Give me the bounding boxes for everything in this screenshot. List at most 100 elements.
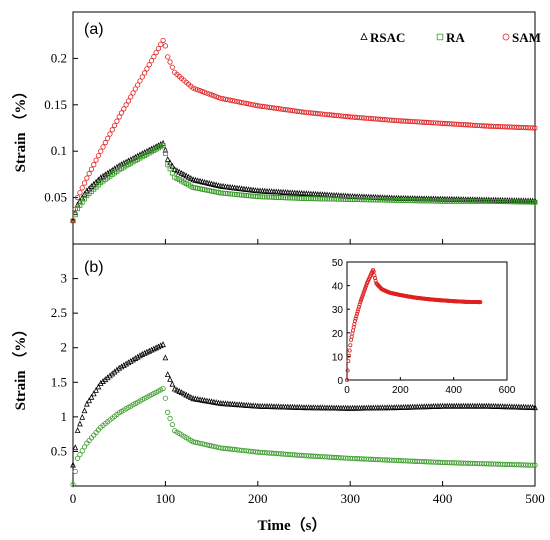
data-point [70,482,76,488]
panel-b-label: (b) [84,259,104,276]
data-point [348,343,353,348]
inset-marks [344,267,483,382]
data-point [123,360,129,367]
legend-marker-sam [502,33,510,41]
data-point [79,185,85,191]
data-point [530,462,536,468]
inset-frame [346,261,508,381]
data-point [72,444,79,451]
legend-marker-rsac [360,32,368,40]
panel-b-ylabel: Strain （%） [11,322,29,411]
data-point [358,300,363,305]
data-point [162,354,169,361]
data-point [478,300,483,305]
data-point [162,146,169,153]
data-point [88,166,95,172]
x-tick-label: 600 [499,385,516,396]
data-point [162,395,168,401]
y-tick-label: 50 [332,258,344,269]
data-point [211,443,217,450]
data-point [91,162,97,168]
x-axis-label: Time（s） [258,516,327,534]
series-sam [344,267,483,382]
data-point [187,393,194,400]
data-point [98,148,104,154]
data-point [353,316,358,321]
data-point [192,439,199,445]
data-point [354,311,359,316]
data-point [123,102,129,108]
series-ra [70,143,538,224]
data-point [146,62,152,68]
data-point [77,190,83,196]
data-point [109,127,115,133]
y-tick-label: 0.5 [51,443,67,458]
series-rsac [70,139,538,224]
data-point [107,131,113,137]
y-tick-label: 0 [337,376,343,387]
data-point [74,426,81,433]
panel-a-marks [70,37,538,224]
data-point [532,462,538,468]
data-point [195,87,201,93]
data-point [128,94,134,100]
y-tick-label: 1 [61,409,68,424]
data-point [181,390,187,397]
data-point [362,286,367,291]
panel-b: (b) Strain （%） Time（s） 0.511.522.530 100 2… [11,243,545,534]
data-point [346,353,351,358]
panel-b-marks [70,341,538,488]
data-point [86,397,93,404]
data-point [151,54,157,60]
data-point [160,37,166,44]
data-point [137,78,143,84]
data-point [197,440,203,446]
data-point [209,92,215,98]
data-point [178,169,185,176]
data-point [72,206,78,212]
legend-label-rsac: RSAC [370,30,405,45]
data-point [346,359,351,364]
data-point [90,390,97,397]
data-point [153,49,159,56]
panel-b-ticks: 0.511.522.530 100 200 300 400 500 [51,271,545,506]
y-tick-label: 20 [332,329,344,340]
data-point [75,195,81,201]
data-point [169,421,175,428]
data-point [111,122,118,129]
data-point [355,309,360,314]
data-point [86,171,92,177]
data-point [347,348,352,353]
data-point [361,290,366,295]
data-point [144,66,150,72]
data-point [162,43,168,49]
data-point [352,318,357,323]
data-point [209,443,215,449]
data-point [211,93,217,99]
data-point [167,415,173,421]
data-point [148,58,155,64]
data-point [79,413,86,420]
y-tick-label: 1.5 [51,374,67,389]
data-point [169,64,175,70]
data-point [171,385,178,392]
data-point [356,307,361,312]
data-point [197,88,203,94]
data-point [206,442,212,448]
y-tick-label: 2 [61,340,68,355]
data-point [532,199,538,205]
data-point [137,352,143,359]
panel-a-ticks: 0.05 0.1 0.15 0.2 [44,50,536,244]
data-point [116,114,122,120]
y-tick-label: 0.2 [51,50,67,65]
panel-a-frame [72,11,536,245]
data-point [95,383,102,390]
y-tick-label: 2.5 [51,305,67,320]
x-tick-label: 400 [445,385,462,396]
y-tick-label: 0.05 [44,190,67,205]
panel-b-frame [72,243,536,487]
data-point [356,304,361,309]
panel-a-ylabel: Strain （%） [11,84,29,173]
x-tick-label: 200 [248,491,268,506]
